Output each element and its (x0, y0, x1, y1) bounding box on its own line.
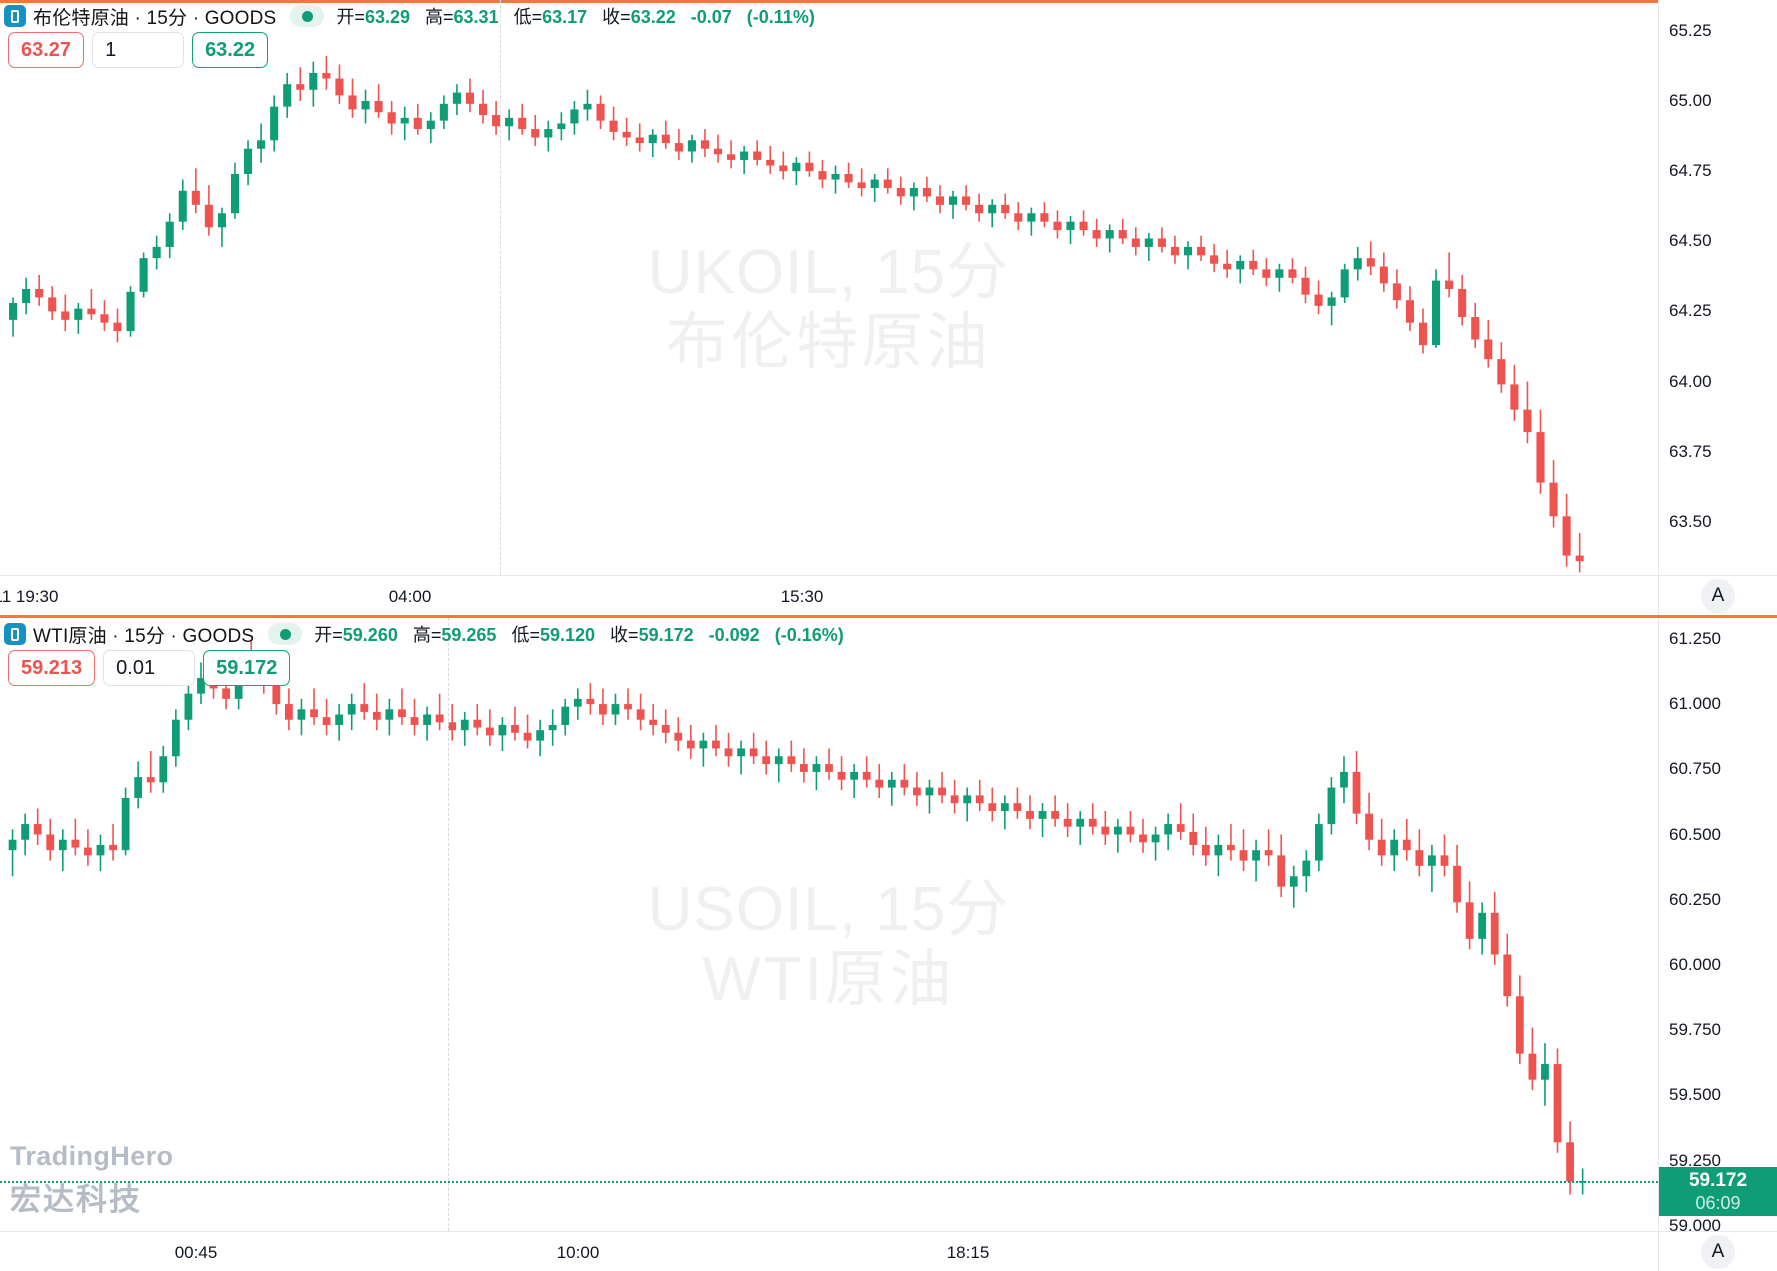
current-price-tag[interactable]: 59.172 06:09 (1659, 1166, 1777, 1216)
price-tick: 60.000 (1669, 954, 1721, 974)
ohlc-values-ukoil: 开=63.29 高=63.31 低=63.17 收=63.22 -0.07 (-… (336, 3, 814, 29)
chart-pane-usoil[interactable]: USOIL, 15分 WTI原油 WTI原油 · 15分 · GOODS 开=5… (0, 618, 1777, 1271)
auto-scale-button-usoil[interactable]: A (1701, 1234, 1735, 1269)
time-tick: 04:00 (388, 587, 432, 606)
ohlc-high-value: 59.265 (441, 625, 497, 645)
legend-usoil: WTI原油 · 15分 · GOODS 开=59.260 高=59.265 低=… (0, 618, 844, 650)
ohlc-low-key: 低= (511, 625, 540, 645)
price-tick: 61.250 (1669, 628, 1721, 648)
time-tick: 10:00 (556, 1243, 600, 1262)
time-tick: 00:45 (174, 1243, 218, 1262)
price-tick: 64.25 (1669, 301, 1712, 321)
market-open-dot-icon (268, 623, 303, 645)
price-tick: 63.50 (1669, 511, 1712, 531)
price-tick: 61.000 (1669, 694, 1721, 714)
legend-title-usoil[interactable]: WTI原油 · 15分 · GOODS (33, 625, 255, 647)
time-tick: 11 19:30 (0, 587, 59, 606)
price-tick: 60.500 (1669, 824, 1721, 844)
bid-price-pill-usoil[interactable]: 59.213 (8, 650, 96, 686)
spread-pill-ukoil[interactable]: 1 (92, 32, 185, 68)
ohlc-values-usoil: 开=59.260 高=59.265 低=59.120 收=59.172 -0.0… (314, 621, 843, 647)
brand-name-en: TradingHero (10, 1141, 174, 1171)
price-tick: 65.25 (1669, 20, 1712, 40)
price-tick: 60.750 (1669, 759, 1721, 779)
price-tick: 63.75 (1669, 441, 1712, 461)
price-tick: 60.250 (1669, 889, 1721, 909)
change-percent-ukoil: (-0.11%) (746, 7, 815, 27)
current-price-line (0, 1180, 1658, 1183)
ohlc-low-key: 低= (513, 7, 543, 27)
time-axis-corner-ukoil: A (1658, 576, 1777, 615)
ohlc-open-value: 59.260 (342, 625, 398, 645)
price-tick: 59.500 (1669, 1085, 1721, 1105)
instrument-badge-icon (4, 5, 26, 27)
ohlc-close-value: 59.172 (638, 625, 694, 645)
ohlc-open-key: 开= (314, 625, 343, 645)
price-tick: 64.75 (1669, 161, 1712, 181)
price-axis-ukoil[interactable]: 65.25 65.00 64.75 64.50 64.25 64.00 63.75 63.50 (1658, 0, 1777, 615)
ohlc-close-value: 63.22 (630, 7, 676, 27)
ohlc-close-key: 收= (602, 7, 631, 27)
change-value-ukoil: -0.07 (690, 7, 732, 27)
ohlc-open-value: 63.29 (364, 7, 410, 27)
time-axis-usoil[interactable]: A 00:45 10:00 18:15 (0, 1231, 1777, 1271)
time-tick: 18:15 (946, 1243, 990, 1262)
ohlc-close-key: 收= (610, 625, 639, 645)
price-tick: 59.750 (1669, 1020, 1721, 1040)
ask-price-pill-usoil[interactable]: 59.172 (203, 650, 291, 686)
legend-title-ukoil[interactable]: 布伦特原油 · 15分 · GOODS (33, 7, 277, 29)
ohlc-open-key: 开= (336, 7, 365, 27)
ask-price-pill-ukoil[interactable]: 63.22 (192, 32, 269, 68)
time-axis-ukoil[interactable]: A 11 19:30 04:00 15:30 (0, 575, 1777, 615)
change-percent-usoil: (-0.16%) (774, 625, 844, 645)
ohlc-low-value: 63.17 (542, 7, 588, 27)
brand-name-cn: 宏达科技 (10, 1182, 142, 1217)
price-tick: 59.250 (1669, 1150, 1721, 1170)
change-value-usoil: -0.092 (708, 625, 760, 645)
legend-ukoil: 布伦特原油 · 15分 · GOODS 开=63.29 高=63.31 低=63… (0, 0, 815, 32)
price-tick: 64.00 (1669, 371, 1712, 391)
ohlc-high-value: 63.31 (453, 7, 499, 27)
candlestick-plot-ukoil[interactable] (0, 0, 1658, 615)
ohlc-low-value: 59.120 (539, 625, 596, 645)
candlestick-plot-usoil[interactable] (0, 618, 1658, 1271)
time-axis-corner-usoil: A (1658, 1232, 1777, 1271)
spread-pill-usoil[interactable]: 0.01 (103, 650, 196, 686)
price-tick: 64.50 (1669, 231, 1712, 251)
price-axis-usoil[interactable]: 61.250 61.000 60.750 60.500 60.250 60.000 59.7… (1658, 618, 1777, 1271)
ohlc-high-key: 高= (412, 625, 442, 645)
price-tick: 65.00 (1669, 91, 1712, 110)
current-price-value: 59.172 (1688, 1169, 1748, 1191)
auto-scale-button-ukoil[interactable]: A (1701, 578, 1735, 613)
time-tick: 15:30 (780, 587, 824, 606)
ohlc-high-key: 高= (425, 7, 454, 27)
price-pills-ukoil: 63.27 1 63.22 (8, 32, 269, 68)
price-tick: 59.000 (1669, 1215, 1721, 1235)
market-open-dot-icon (290, 5, 325, 27)
chart-pane-ukoil[interactable]: UKOIL, 15分 布伦特原油 布伦特原油 · 15分 · GOODS 开=6… (0, 0, 1777, 618)
brand-logo: TradingHero 宏达科技 (10, 1141, 173, 1219)
bid-price-pill-ukoil[interactable]: 63.27 (8, 32, 85, 68)
current-price-time: 06:09 (1695, 1192, 1741, 1213)
instrument-badge-icon (4, 623, 26, 645)
price-pills-usoil: 59.213 0.01 59.172 (8, 650, 291, 686)
